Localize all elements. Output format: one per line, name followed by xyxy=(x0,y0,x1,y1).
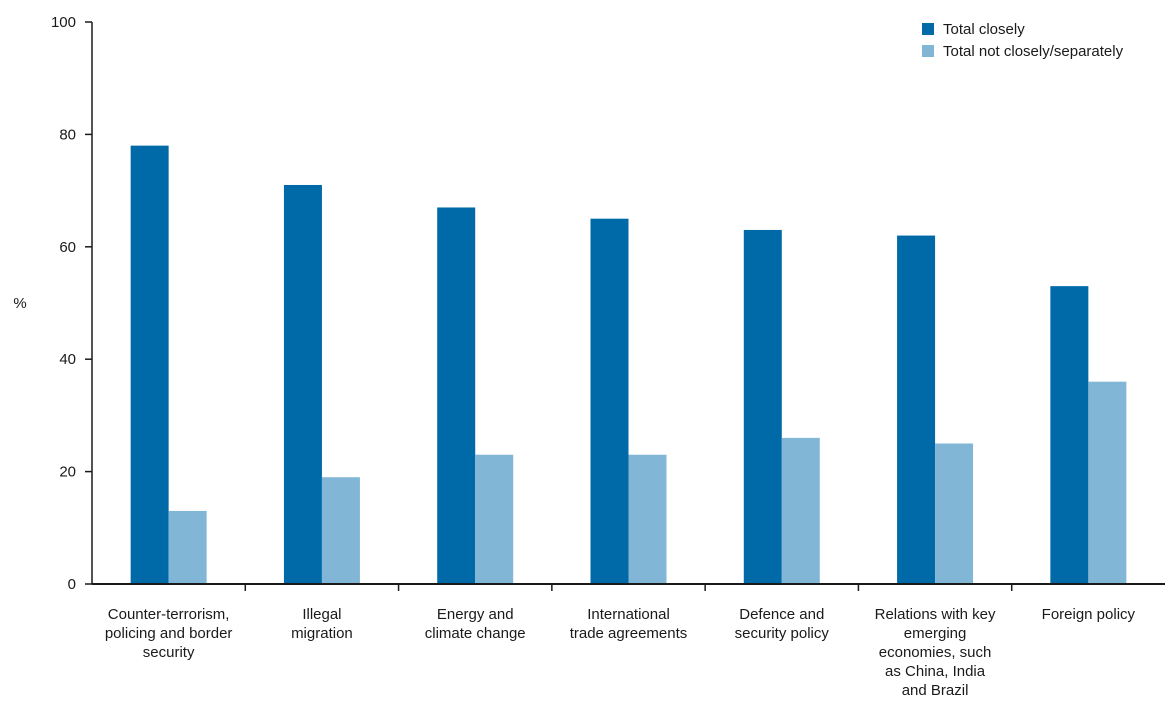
x-category-label: Illegal migration xyxy=(291,606,353,642)
x-category-label: Foreign policy xyxy=(1042,606,1136,623)
y-tick-label: 100 xyxy=(51,14,76,31)
bar-total-closely-5 xyxy=(897,235,936,584)
y-axis-label: % xyxy=(13,295,26,312)
bar-total-closely-1 xyxy=(283,184,322,585)
bar-total-not-closely-6 xyxy=(1088,381,1127,584)
y-tick-label: 60 xyxy=(59,239,76,256)
x-category-label: Relations with key emerging economies, suc… xyxy=(875,606,996,699)
bar-total-not-closely-3 xyxy=(628,454,667,584)
bar-total-closely-3 xyxy=(590,218,629,584)
y-tick-label: 80 xyxy=(59,126,76,143)
bar-total-not-closely-1 xyxy=(321,477,360,584)
bar-total-not-closely-2 xyxy=(475,454,514,584)
x-category-label: Energy and climate change xyxy=(425,606,526,642)
axes-group xyxy=(91,22,1165,585)
bar-total-closely-6 xyxy=(1050,286,1089,584)
bar-total-not-closely-5 xyxy=(935,443,974,584)
y-tick-label: 0 xyxy=(68,576,76,593)
bar-total-not-closely-4 xyxy=(781,437,820,584)
bar-total-not-closely-0 xyxy=(168,510,207,584)
legend: Total closely Total not closely/separatel… xyxy=(922,21,1124,60)
x-category-label: International trade agreements xyxy=(570,606,688,642)
y-ticks-group: 0 20 40 60 80 100 xyxy=(51,14,92,593)
bars-group xyxy=(130,145,1127,585)
y-tick-label: 20 xyxy=(59,464,76,481)
legend-label-1: Total not closely/separately xyxy=(943,43,1124,60)
x-category-label: Defence and security policy xyxy=(735,606,830,642)
legend-label-0: Total closely xyxy=(943,21,1025,38)
x-labels-group: Counter-terrorism, policing and border sec… xyxy=(105,584,1136,699)
legend-swatch-1 xyxy=(922,45,934,57)
legend-swatch-0 xyxy=(922,23,934,35)
y-tick-label: 40 xyxy=(59,351,76,368)
x-category-label: Counter-terrorism, policing and border sec… xyxy=(105,606,233,661)
bar-total-closely-0 xyxy=(130,145,169,584)
bar-total-closely-2 xyxy=(437,207,476,584)
bar-total-closely-4 xyxy=(743,229,782,584)
